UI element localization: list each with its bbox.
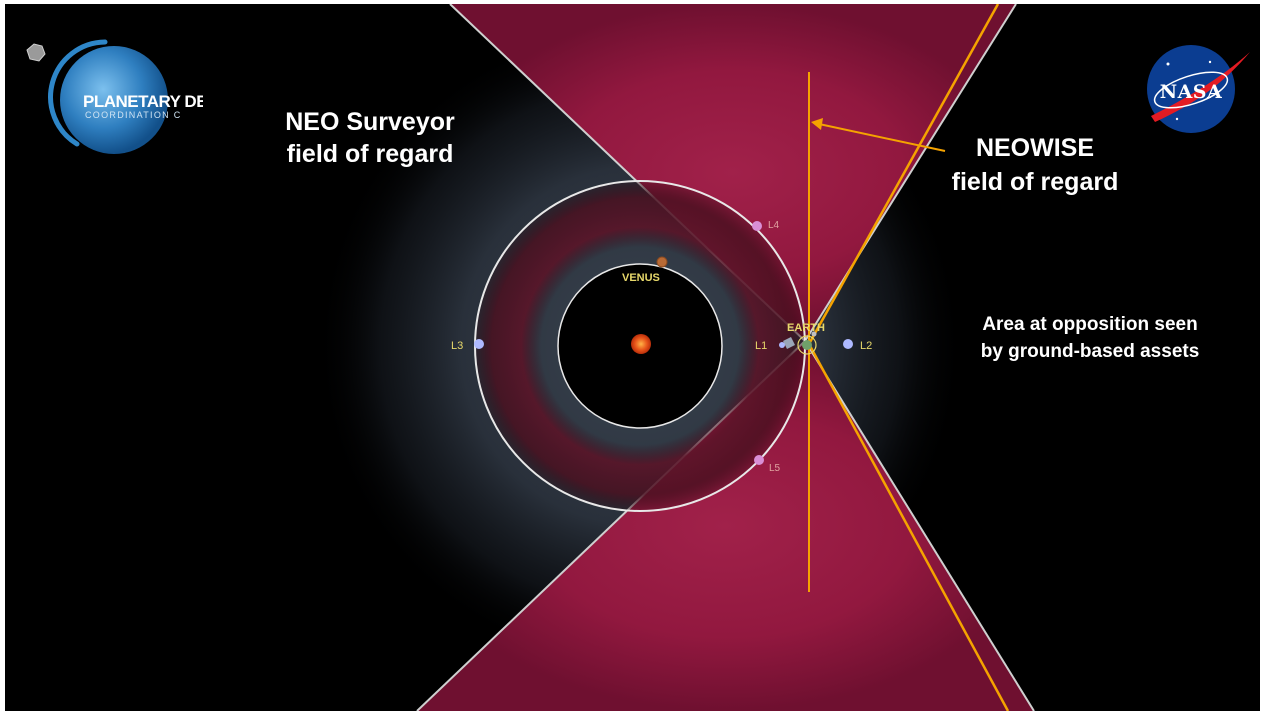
l3-point <box>474 339 484 349</box>
sun <box>631 334 651 354</box>
pdco-logo-title: PLANETARY DEF <box>83 92 203 111</box>
l1-point <box>779 342 785 348</box>
earth-moon <box>811 331 817 337</box>
earth-planet <box>802 340 812 350</box>
earth-label: EARTH <box>787 322 825 334</box>
l2-label: L2 <box>860 340 872 352</box>
pdco-logo-subtitle: COORDINATION C <box>85 110 182 120</box>
neowise-pointer-arrowhead <box>811 118 823 130</box>
nasa-star-icon <box>1175 117 1179 121</box>
venus-orbit <box>557 263 723 429</box>
l1-spacecraft-icon <box>783 337 795 349</box>
nasa-star-icon <box>1166 62 1170 66</box>
asteroid-icon <box>26 43 46 62</box>
venus-label: VENUS <box>622 272 660 284</box>
nasa-logo-wordmark: NASA <box>1159 81 1223 103</box>
surveyor-wedge-upper <box>450 4 1016 341</box>
neowise-pointer-line <box>818 123 946 152</box>
venus-planet <box>656 256 668 268</box>
earth-halo <box>797 335 817 355</box>
l3-label: L3 <box>451 340 463 352</box>
neowise-caption: NEOWISE field of regard <box>951 134 1119 196</box>
neowise-boundary-lower <box>807 343 1010 711</box>
surveyor-boundary-lower-right <box>804 340 1035 711</box>
surveyor-boundary-upper-right <box>804 4 1017 342</box>
l2-point <box>843 339 853 349</box>
l5-point <box>754 455 764 465</box>
pdco-globe-icon <box>60 46 168 154</box>
surveyor-wedge-lower <box>417 341 1034 711</box>
diagram-canvas: VENUS EARTH L1 L2 L3 L4 L5 NEO Surveyor … <box>5 4 1260 711</box>
neo-surveyor-caption: NEO Surveyor field of regard <box>285 108 455 168</box>
ground-based-caption: Area at opposition seen by ground-based … <box>980 314 1200 362</box>
nasa-vector-swoosh-icon <box>1151 52 1250 122</box>
pdco-orbit-arc-icon <box>48 39 108 147</box>
l5-label: L5 <box>769 463 781 474</box>
l1-label: L1 <box>755 340 767 352</box>
l4-point <box>752 221 762 231</box>
nasa-star-icon <box>1208 60 1212 64</box>
solar-system-diagram: VENUS EARTH L1 L2 L3 L4 L5 <box>26 4 1250 711</box>
neowise-boundary-upper <box>807 4 1000 345</box>
nasa-orbit-icon <box>1153 71 1229 109</box>
l4-label: L4 <box>768 220 780 231</box>
